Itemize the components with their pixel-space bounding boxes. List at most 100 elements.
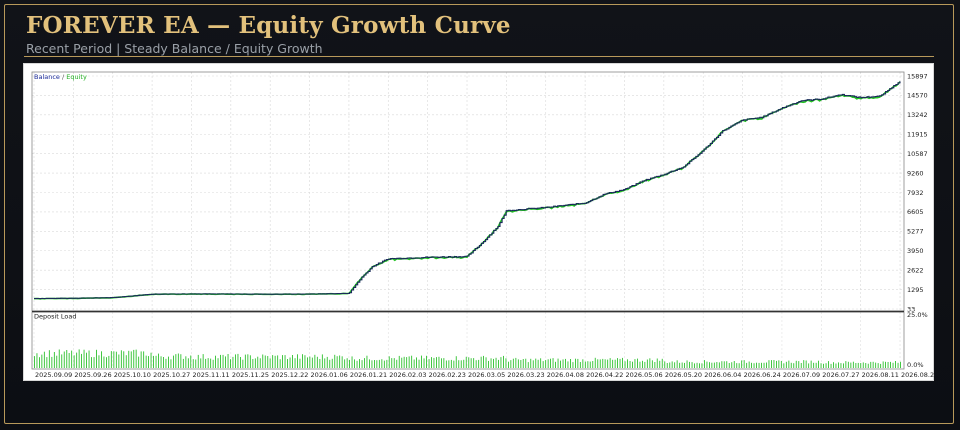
deposit-load-bar: [773, 360, 775, 368]
deposit-load-bar: [36, 353, 38, 368]
deposit-load-bar: [329, 359, 331, 368]
deposit-load-bar: [818, 360, 819, 368]
deposit-load-bar: [453, 360, 455, 368]
deposit-load-bar: [272, 355, 274, 368]
deposit-load-bar: [86, 352, 87, 368]
deposit-load-bar: [733, 361, 735, 368]
deposit-load-bar: [436, 357, 437, 368]
y-tick-label: 1295: [907, 286, 924, 294]
deposit-load-bar: [798, 361, 800, 368]
deposit-load-bar: [840, 363, 842, 368]
deposit-load-bar: [713, 362, 715, 368]
legend-equity: Equity: [66, 73, 87, 81]
deposit-load-bar: [589, 361, 591, 368]
deposit-load-bar: [207, 358, 209, 368]
deposit-load-bar: [381, 359, 383, 368]
deposit-load-bar: [500, 357, 502, 368]
deposit-load-bar: [659, 360, 661, 368]
title-divider: [24, 56, 934, 57]
deposit-load-bar: [872, 361, 874, 368]
deposit-load-bar: [155, 355, 157, 368]
deposit-load-bar: [227, 354, 229, 368]
deposit-load-bar: [393, 358, 395, 368]
deposit-load-bar: [73, 355, 75, 368]
deposit-load-bar: [225, 356, 226, 368]
deposit-load-bar: [321, 354, 323, 368]
deposit-load-bar: [473, 358, 475, 368]
deposit-load-bar: [594, 357, 596, 368]
deposit-load-bar: [143, 351, 145, 368]
deposit-load-bar: [813, 362, 815, 368]
deposit-load-bar: [746, 362, 748, 368]
deposit-load-bar: [110, 351, 112, 368]
deposit-load-bar: [130, 351, 132, 368]
deposit-load-bar: [867, 363, 869, 368]
deposit-load-bar: [364, 358, 365, 368]
y-tick-label: 10587: [907, 150, 928, 158]
deposit-load-bar: [862, 362, 864, 368]
deposit-load-bar: [676, 360, 678, 368]
deposit-load-bar: [830, 363, 832, 368]
deposit-load-bar: [341, 356, 343, 368]
deposit-load-bar: [39, 357, 40, 368]
deposit-load-bar: [431, 357, 432, 368]
deposit-load-bar: [686, 360, 688, 368]
deposit-load-bar: [391, 358, 393, 368]
deposit-load-bar: [458, 360, 460, 368]
deposit-load-bar: [503, 355, 504, 368]
deposit-load-bar: [843, 363, 844, 368]
deposit-load-bar: [599, 359, 601, 368]
deposit-load-bar: [334, 354, 336, 368]
x-tick-label: 2026.08.11: [862, 371, 899, 379]
deposit-load-bar: [187, 358, 189, 368]
deposit-load-bar: [106, 357, 107, 368]
deposit-load-bar: [93, 357, 95, 368]
deposit-load-bar: [897, 362, 899, 368]
deposit-load-bar: [120, 350, 122, 368]
deposit-load-bar: [882, 361, 884, 368]
deposit-load-bar: [220, 354, 221, 368]
deposit-load-bar: [463, 359, 465, 368]
deposit-load-bar: [510, 360, 512, 368]
deposit-load-bar: [505, 358, 507, 368]
y-tick-label: 15897: [907, 72, 928, 80]
deposit-load-bar: [550, 358, 551, 368]
deposit-load-bar: [684, 362, 685, 368]
y-tick-label: 9260: [907, 169, 924, 177]
deposit-load-bar: [148, 356, 149, 368]
deposit-load-bar: [828, 361, 829, 368]
deposit-load-bar: [378, 359, 380, 368]
deposit-load-bar: [374, 360, 375, 368]
deposit-load-bar: [845, 361, 847, 368]
deposit-load-bar: [468, 357, 470, 368]
deposit-load-bar: [778, 360, 780, 368]
deposit-load-bar: [445, 360, 447, 368]
deposit-load-bar: [58, 349, 60, 368]
load-y-axis-ticks: 25.0% 0.0%: [907, 311, 928, 369]
deposit-load-bar: [520, 360, 522, 368]
deposit-load-bar: [34, 356, 35, 368]
deposit-load-bar: [349, 359, 350, 368]
deposit-load-bar: [346, 358, 348, 368]
deposit-load-bar: [282, 355, 283, 368]
deposit-load-bar: [629, 361, 631, 368]
y-tick-label: 14570: [907, 92, 928, 100]
deposit-load-bar: [597, 359, 599, 368]
deposit-load-bar: [478, 359, 480, 368]
deposit-load-bar: [438, 356, 440, 368]
deposit-load-bar: [46, 357, 48, 368]
x-tick-label: 2025.10.10: [114, 371, 151, 379]
deposit-load-bar: [423, 358, 425, 368]
deposit-load-bar: [401, 357, 403, 368]
deposit-load-bar: [699, 363, 700, 368]
deposit-load-bar: [294, 358, 296, 368]
deposit-load-bar: [115, 351, 117, 368]
deposit-load-bar: [123, 351, 125, 368]
x-tick-label: 2026.04.08: [547, 371, 584, 379]
deposit-load-bar: [768, 360, 770, 368]
x-tick-label: 2025.09.26: [74, 371, 111, 379]
deposit-load-bar: [279, 359, 281, 368]
deposit-load-bar: [776, 360, 777, 368]
deposit-load-bar: [485, 357, 487, 368]
deposit-load-bar: [646, 359, 648, 368]
